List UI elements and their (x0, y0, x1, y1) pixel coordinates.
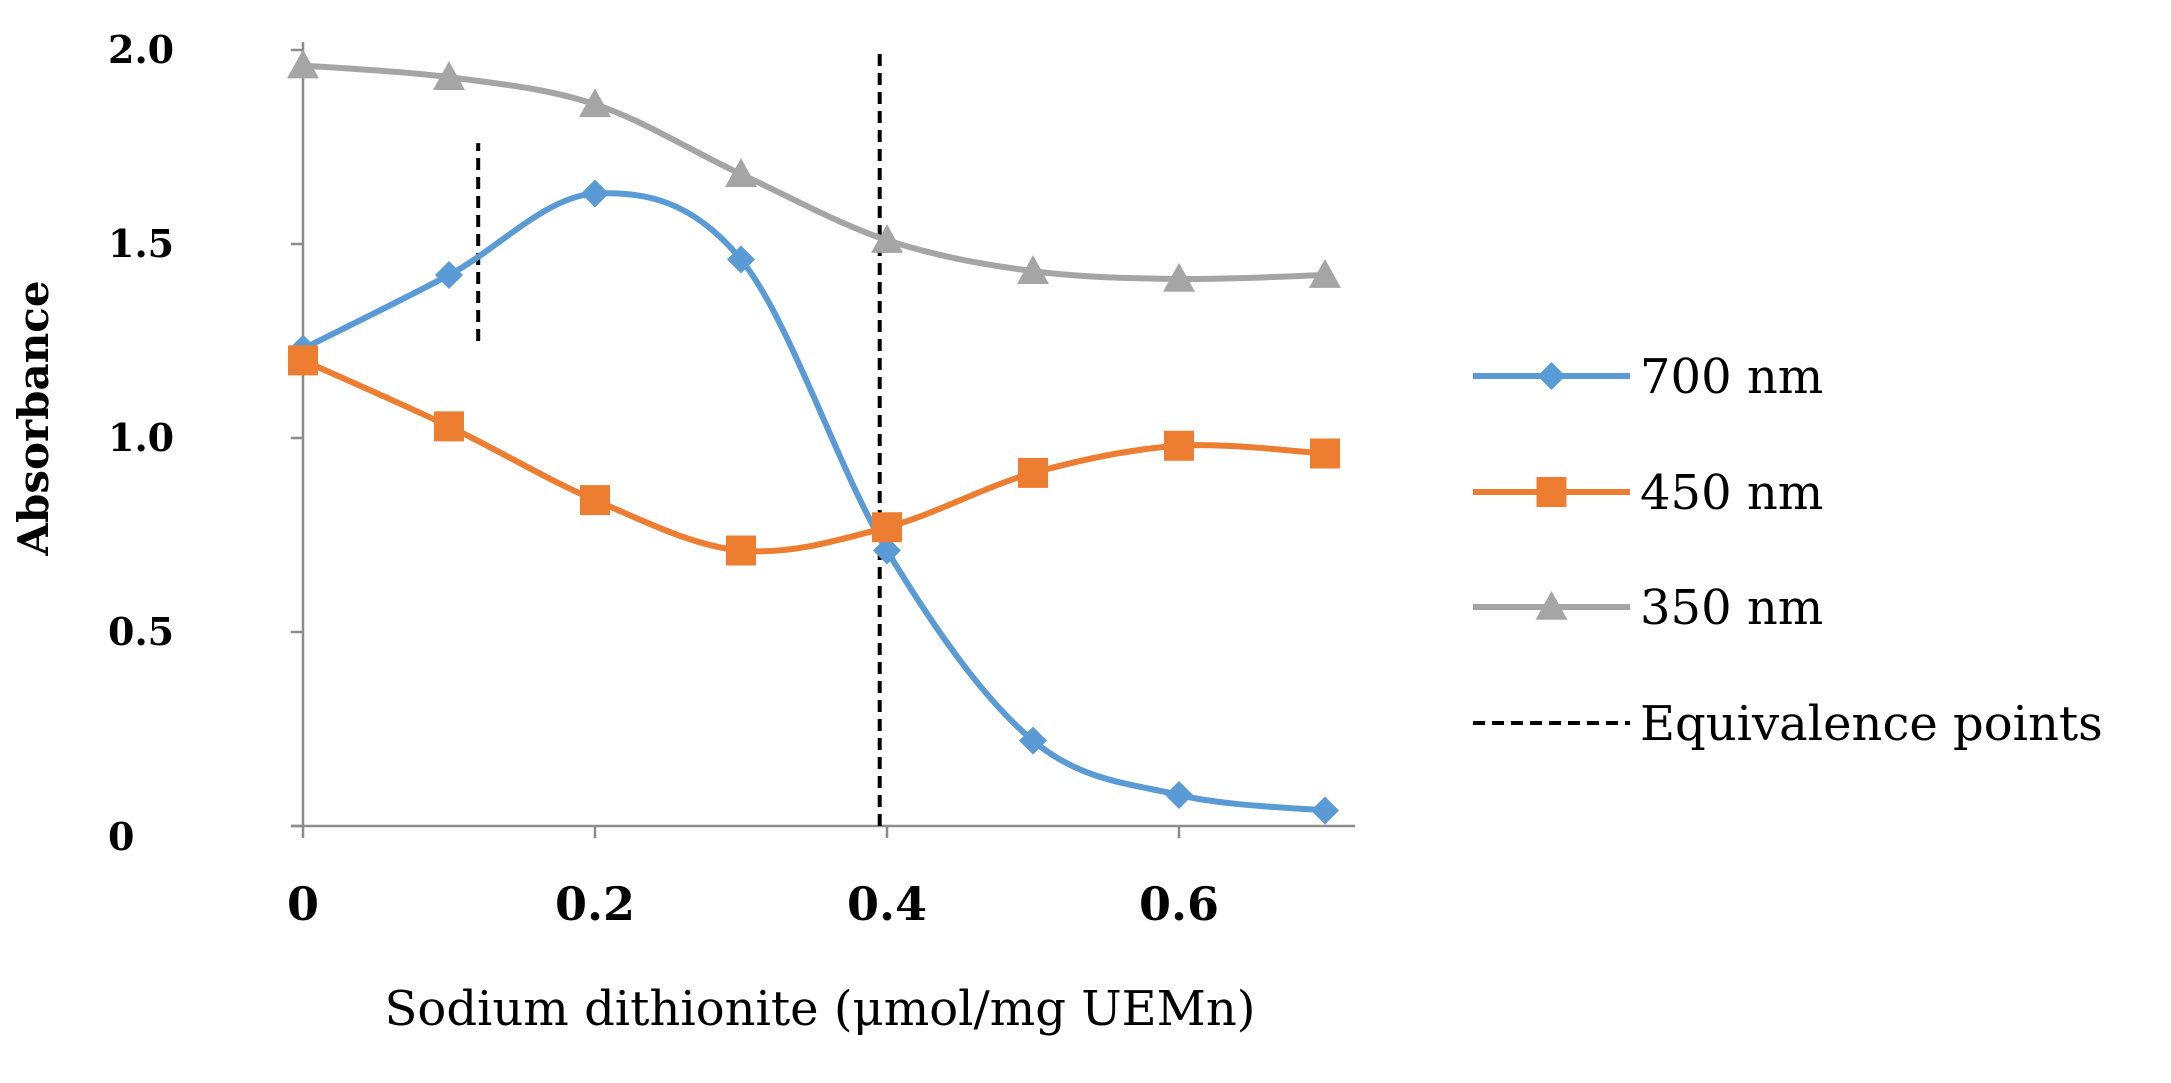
data-point (287, 49, 319, 79)
series-line (301, 190, 1326, 814)
data-point (873, 536, 901, 565)
series-450-nm (288, 345, 1340, 566)
data-point (725, 158, 757, 187)
legend-item: Equivalence points (1473, 696, 2103, 752)
data-point (1017, 255, 1049, 284)
y-tick-label: 1.0 (108, 415, 174, 460)
legend-item: 700 nm (1473, 349, 1823, 405)
x-axis-title: Sodium dithionite (μmol/mg UEMn) (385, 981, 1256, 1037)
x-tick-label: 0.6 (1139, 877, 1219, 931)
data-point (726, 535, 756, 566)
data-point (1018, 457, 1048, 488)
series-350-nm (287, 49, 1341, 292)
legend-marker (1535, 591, 1568, 620)
equivalence-lines (476, 50, 882, 826)
legend-marker (1536, 477, 1567, 507)
legend-label: 350 nm (1640, 580, 1823, 636)
data-point (872, 512, 902, 543)
x-tick-label: 0 (287, 877, 319, 931)
data-point (1019, 726, 1047, 755)
legend-label: 700 nm (1640, 349, 1823, 405)
legend-item: 350 nm (1473, 580, 1823, 636)
axes: 0 0.5 1.0 1.5 2.0 0 0.2 0.4 0.6 (108, 27, 1355, 931)
series-group (287, 49, 1341, 825)
data-point (1165, 780, 1193, 809)
data-point (871, 224, 903, 253)
data-point (1310, 438, 1340, 469)
series-line (302, 62, 1326, 282)
data-point (727, 245, 755, 274)
legend-marker (1537, 362, 1566, 390)
y-tick-label: 2.0 (108, 27, 174, 72)
data-point (1163, 262, 1195, 292)
series-line (301, 357, 1326, 555)
legend-label: 450 nm (1640, 465, 1823, 521)
x-tick-label: 0.2 (555, 877, 635, 931)
y-axis-title: Absorbance (9, 280, 58, 556)
data-point (1164, 430, 1194, 461)
x-tick-label: 0.4 (847, 877, 927, 931)
data-point (288, 345, 318, 376)
y-tick-label: 0.5 (108, 609, 174, 654)
y-tick-label: 1.5 (108, 221, 174, 266)
y-tick-label: 0 (108, 814, 134, 859)
legend-label: Equivalence points (1640, 696, 2103, 752)
legend: 700 nm 450 nm 350 nm Equivalence points (1473, 349, 2103, 752)
data-point (434, 411, 464, 442)
legend-item: 450 nm (1473, 465, 1823, 521)
data-point (433, 61, 465, 90)
data-point (1309, 259, 1341, 288)
data-point (579, 88, 611, 118)
data-point (580, 485, 610, 516)
data-point (581, 179, 609, 208)
data-point (1311, 796, 1339, 825)
data-point (435, 261, 463, 290)
